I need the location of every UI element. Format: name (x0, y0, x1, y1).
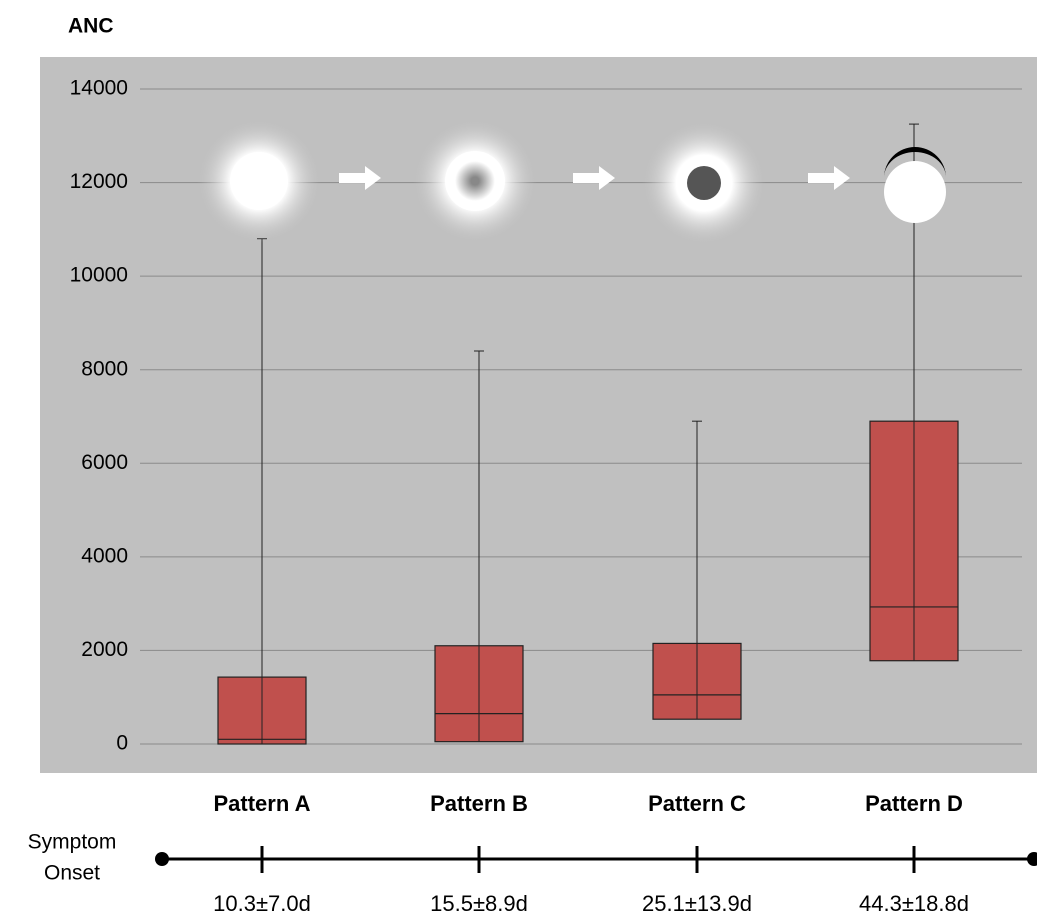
y-axis-label: ANC (68, 15, 114, 38)
icon-d (884, 161, 946, 223)
y-tick-label: 4000 (81, 544, 128, 567)
y-tick-label: 0 (116, 732, 128, 755)
timeline: Symptom Onset 10.3±7.0d 15.5±8.9d 25.1±13.… (28, 831, 1037, 916)
y-tick-label: 6000 (81, 451, 128, 474)
duration-label: 44.3±18.8d (859, 891, 969, 916)
y-tick-label: 2000 (81, 638, 128, 661)
duration-label: 15.5±8.9d (430, 891, 528, 916)
x-tick-label: Pattern D (865, 791, 963, 816)
icon-a (230, 152, 288, 210)
duration-label: 25.1±13.9d (642, 891, 752, 916)
x-tick-label: Pattern C (648, 791, 746, 816)
duration-label: 10.3±7.0d (213, 891, 311, 916)
icon-b-core (455, 161, 495, 201)
timeline-dot (1027, 852, 1037, 866)
timeline-label: Onset (44, 862, 100, 885)
x-tick-label: Pattern A (214, 791, 311, 816)
icon-c-core (687, 166, 721, 200)
page: {"chart_data": {"type": "box", "y_label"… (0, 0, 1037, 924)
y-tick-label: 14000 (70, 77, 128, 100)
y-tick-label: 10000 (70, 264, 128, 287)
y-tick-label: 8000 (81, 357, 128, 380)
timeline-dot (155, 852, 169, 866)
chart: ANC 0 2000 4000 6000 8000 10000 12000 14000 Sym… (0, 0, 1037, 919)
x-tick-label: Pattern B (430, 791, 528, 816)
y-tick-label: 12000 (70, 170, 128, 193)
timeline-label: Symptom (28, 831, 117, 854)
